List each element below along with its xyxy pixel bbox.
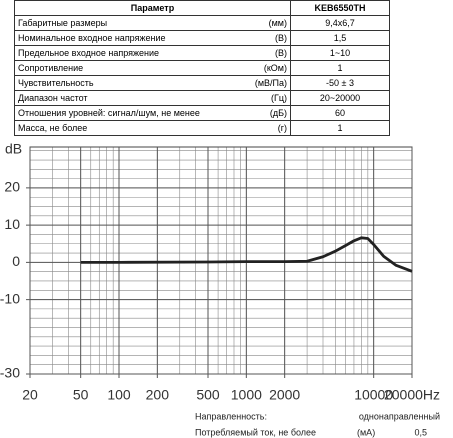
note-text: Потребляемый ток, не более — [195, 427, 316, 437]
x-tick-label: 1000 — [231, 387, 262, 403]
table-row: Сопротивление (кОм) 1 — [14, 60, 390, 76]
x-tick-label: 500 — [196, 387, 220, 403]
x-tick-label: 20000Hz — [384, 387, 440, 403]
spec-table: Параметр KEB6550TH Габаритные размеры (мм)… — [14, 0, 390, 136]
y-axis-label: dB — [5, 141, 22, 157]
line — [80, 236, 413, 273]
y-tick-label: -30 — [0, 365, 20, 381]
note-text: 0,5 — [414, 427, 427, 437]
x-tick-label: 100 — [107, 387, 131, 403]
x-tick-label: 10000 — [354, 387, 393, 403]
x-tick-label: 2000 — [269, 387, 300, 403]
y-tick-label: -10 — [0, 290, 20, 306]
x-tick-label: 200 — [146, 387, 170, 403]
y-tick-label: 20 — [4, 179, 20, 195]
x-tick-label: 20 — [22, 387, 38, 403]
table-row: Масса, не более (г) 1 — [14, 120, 390, 136]
table-row: Предельное входное напряжение (В) 1~10 — [14, 45, 390, 61]
table-row: Отношения уровней: сигнал/шум, не менее(… — [14, 105, 390, 121]
x-tick-label: 50 — [73, 387, 89, 403]
table-cell: Масса, не более — [14, 120, 240, 136]
note-text: (мА) — [357, 427, 375, 437]
note-text: однонаправленный — [359, 411, 440, 421]
y-tick-label: 0 — [12, 253, 20, 269]
y-tick-label: 10 — [4, 216, 20, 232]
table-cell: 1 — [290, 120, 390, 136]
note-text: Направленность: — [195, 411, 267, 421]
